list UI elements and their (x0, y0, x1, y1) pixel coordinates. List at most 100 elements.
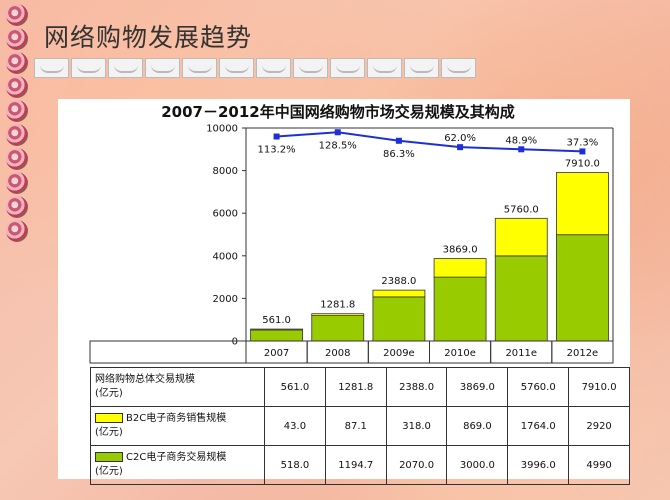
growth-rate-label: 48.9% (505, 135, 537, 146)
x-tick-label: 2011e (505, 348, 537, 359)
bar-total-label: 5760.0 (504, 204, 539, 215)
category-cell (551, 340, 614, 364)
y-tick-label: 10000 (206, 124, 238, 135)
y-tick-label: 8000 (213, 166, 238, 177)
growth-point (334, 129, 341, 136)
table-cell: 1281.8 (324, 367, 387, 407)
bar-b2c (494, 217, 548, 257)
bar-b2c (556, 172, 609, 236)
table-cell: 2070.0 (385, 445, 448, 485)
bar-c2c (372, 296, 426, 342)
table-row-b2c: B2C电子商务销售规模 (亿元) 43.0 87.1 318.0 869.0 1… (89, 406, 630, 446)
decorative-tab (145, 58, 180, 78)
rose-icon (6, 76, 28, 98)
rose-icon (6, 52, 28, 74)
decorative-tab (219, 58, 254, 78)
decorative-tab (404, 58, 439, 78)
bar-b2c (311, 313, 365, 316)
legend-b2c-name: B2C电子商务销售规模 (126, 413, 227, 424)
table-row-label-b2c: B2C电子商务销售规模 (亿元) (89, 406, 266, 446)
table-cell: 1194.7 (324, 445, 387, 485)
bar-total-label: 1281.8 (320, 300, 355, 311)
table-row-label-total: 网络购物总体交易规模 (亿元) (89, 367, 266, 407)
table-cell: 2388.0 (385, 367, 448, 407)
decorative-tab (108, 58, 143, 78)
rose-icon (6, 124, 28, 146)
table-cell: 518.0 (264, 445, 326, 485)
table-row-label-c2c: C2C电子商务交易规模 (亿元) (89, 445, 266, 485)
total-row-unit: (亿元) (95, 388, 123, 399)
total-row-label: 网络购物总体交易规模 (95, 374, 195, 385)
table-cell: 4990 (568, 445, 630, 485)
bar-b2c (250, 328, 303, 331)
legend-b2c-unit: (亿元) (95, 427, 123, 438)
table-cell: 869.0 (446, 406, 509, 446)
growth-rate-label: 62.0% (444, 133, 476, 144)
chart-title: 2007－2012年中国网络购物市场交易规模及其构成 (161, 103, 515, 121)
table-cell: 318.0 (385, 406, 448, 446)
growth-point (273, 133, 280, 140)
table-row-total: 网络购物总体交易规模 (亿元) 561.0 1281.8 2388.0 3869… (89, 367, 630, 407)
legend-c2c-unit: (亿元) (95, 466, 123, 477)
decorative-tab (441, 58, 476, 78)
x-tick-label: 2012e (567, 348, 599, 359)
bar-c2c (494, 255, 548, 342)
bar-b2c (372, 289, 426, 298)
table-cell: 5760.0 (507, 367, 570, 407)
table-cell: 87.1 (324, 406, 387, 446)
rose-icon (6, 148, 28, 170)
table-cell: 1764.0 (507, 406, 570, 446)
y-tick-label: 6000 (213, 209, 238, 220)
table-cell: 3000.0 (446, 445, 509, 485)
rose-icon (6, 4, 28, 26)
chart-panel: 2007－2012年中国网络购物市场交易规模及其构成 0 2000 4000 6000… (58, 99, 630, 485)
x-tick-label: 2009e (383, 348, 415, 359)
bar-c2c (556, 234, 609, 342)
growth-point (395, 137, 402, 144)
table-cell: 43.0 (264, 406, 326, 446)
growth-line (276, 131, 583, 153)
decorative-tab (34, 58, 69, 78)
x-tick-label: 2007 (264, 348, 289, 359)
rose-icon (6, 220, 28, 242)
rose-icon (6, 172, 28, 194)
bar-c2c (311, 315, 365, 342)
bar-total-label: 2388.0 (381, 276, 416, 287)
growth-point (518, 146, 525, 153)
growth-rate-label: 113.2% (258, 145, 296, 156)
decorative-tab (293, 58, 328, 78)
decorative-tab (256, 58, 291, 78)
decorative-tab (182, 58, 217, 78)
decorative-tab-strip (34, 58, 476, 78)
rose-icon (6, 28, 28, 50)
bar-b2c (433, 258, 487, 278)
bar-total-label: 7910.0 (565, 159, 600, 170)
x-tick-label: 2008 (325, 348, 350, 359)
table-cell: 561.0 (264, 367, 326, 407)
y-tick-label: 0 (232, 337, 238, 348)
table-cell: 2920 (568, 406, 630, 446)
legend-swatch-c2c (95, 452, 123, 462)
bar-total-label: 3869.0 (443, 245, 478, 256)
x-tick-label: 2010e (444, 348, 476, 359)
table-cell: 3996.0 (507, 445, 570, 485)
growth-point (457, 144, 464, 151)
y-tick-label: 2000 (213, 294, 238, 305)
legend-c2c-name: C2C电子商务交易规模 (126, 452, 227, 463)
table-cell: 7910.0 (568, 367, 630, 407)
rose-decoration-column (2, 0, 32, 260)
page-title: 网络购物发展趋势 (44, 23, 253, 52)
legend-swatch-b2c (95, 413, 123, 423)
decorative-tab (71, 58, 106, 78)
growth-point (579, 148, 586, 155)
decorative-tab (367, 58, 402, 78)
bar-total-label: 561.0 (262, 315, 291, 326)
category-row-header-cell (89, 340, 247, 364)
growth-rate-label: 37.3% (567, 137, 599, 148)
rose-icon (6, 100, 28, 122)
chart-plot: 0 2000 4000 6000 8000 10000 561.0 2007 1281.8 200… (89, 124, 614, 364)
table-row-c2c: C2C电子商务交易规模 (亿元) 518.0 1194.7 2070.0 300… (89, 445, 630, 485)
data-table: 网络购物总体交易规模 (亿元) 561.0 1281.8 2388.0 3869… (89, 367, 630, 485)
bar-c2c (433, 276, 487, 342)
table-cell: 3869.0 (446, 367, 509, 407)
